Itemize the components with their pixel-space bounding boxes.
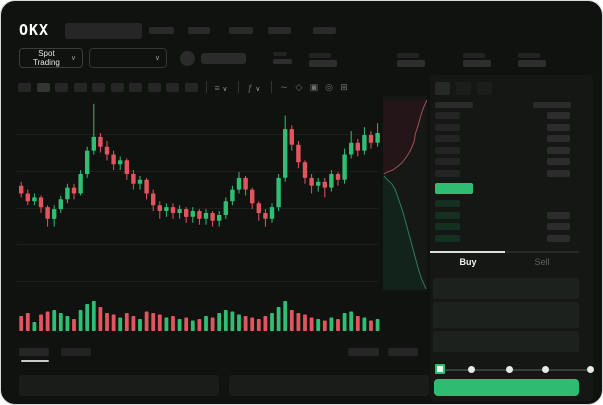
- market-type-dropdown[interactable]: Spot Trading ∨: [19, 48, 83, 68]
- bid-row-amount[interactable]: [547, 234, 570, 242]
- book-both-icon[interactable]: [435, 82, 450, 95]
- timeframe-button-9[interactable]: [166, 83, 179, 92]
- fullscreen-icon[interactable]: ⊞: [340, 82, 348, 92]
- bid-row-price[interactable]: [435, 211, 460, 219]
- nav-item-4[interactable]: [268, 27, 291, 34]
- ob-header-price: [435, 102, 473, 108]
- timeframe-button-8[interactable]: [147, 83, 161, 92]
- stat-value-3: [463, 60, 491, 67]
- book-asks-icon[interactable]: [477, 82, 492, 95]
- total-input[interactable]: [433, 331, 579, 352]
- candlestick-chart[interactable]: [15, 96, 381, 336]
- stat-value-4: [518, 60, 546, 67]
- chevron-down-icon: ∨: [70, 54, 76, 62]
- ask-row-amount[interactable]: [547, 135, 570, 143]
- mid-price-bar[interactable]: [435, 183, 473, 194]
- ask-row-price[interactable]: [435, 123, 460, 131]
- nav-item-5[interactable]: [313, 27, 336, 34]
- line-tool-icon[interactable]: ∼: [280, 82, 288, 92]
- timeframe-button-10[interactable]: [184, 83, 198, 92]
- depth-chart[interactable]: [383, 96, 427, 291]
- settings-icon[interactable]: ◎: [325, 82, 333, 92]
- ask-row-price[interactable]: [435, 135, 460, 143]
- search-bar[interactable]: [65, 23, 142, 39]
- stat-label-1: [309, 53, 331, 58]
- coin-icon: [180, 51, 195, 66]
- slider-handle[interactable]: [435, 364, 445, 374]
- bid-row-amount[interactable]: [547, 223, 570, 231]
- bottom-right-tab-2[interactable]: [388, 348, 418, 356]
- indicators-dropdown[interactable]: ƒ ∨: [247, 83, 261, 93]
- nav-item-2[interactable]: [188, 27, 210, 34]
- chevron-down-icon: ∨: [222, 86, 228, 93]
- bid-row-price[interactable]: [435, 223, 460, 231]
- stat-label-4: [518, 53, 540, 58]
- bottom-content-panel-2: [229, 375, 429, 396]
- pair-name-placeholder: [201, 53, 246, 64]
- slider-stop-3[interactable]: [542, 366, 549, 373]
- tab-buy[interactable]: Buy: [459, 257, 477, 267]
- pair-selector-dropdown[interactable]: ∨: [89, 48, 167, 68]
- amount-input[interactable]: [433, 302, 579, 328]
- timeframe-button-1[interactable]: [18, 83, 31, 92]
- price-label-placeholder: [273, 52, 287, 56]
- nav-item-3[interactable]: [229, 27, 253, 34]
- candle-style-dropdown[interactable]: ≡ ∨: [214, 83, 228, 93]
- ask-row-price[interactable]: [435, 158, 460, 166]
- stat-value-1: [309, 60, 337, 67]
- ask-row-amount[interactable]: [547, 112, 570, 119]
- ob-header-amount: [533, 102, 571, 108]
- buy-button[interactable]: [434, 379, 579, 396]
- bottom-tab-2[interactable]: [61, 348, 91, 356]
- chevron-down-icon: ∨: [154, 54, 160, 62]
- stat-label-3: [463, 53, 485, 58]
- book-bids-icon[interactable]: [456, 82, 471, 95]
- market-type-label: Spot Trading: [33, 49, 60, 67]
- ask-row-amount[interactable]: [547, 158, 570, 166]
- bid-row-price[interactable]: [435, 200, 460, 207]
- bid-row-price[interactable]: [435, 234, 460, 242]
- snapshot-icon[interactable]: ▣: [309, 82, 319, 92]
- stat-value-2: [397, 60, 425, 67]
- tab-sell[interactable]: Sell: [534, 257, 550, 267]
- timeframe-button-7[interactable]: [129, 83, 142, 92]
- okx-logo[interactable]: OKX: [19, 21, 50, 39]
- price-input[interactable]: [433, 278, 579, 299]
- draw-tool-icon[interactable]: ◇: [295, 82, 303, 92]
- ask-row-price[interactable]: [435, 146, 460, 154]
- ask-row-price[interactable]: [435, 112, 460, 119]
- active-tab-indicator: [430, 251, 505, 253]
- ask-row-amount[interactable]: [547, 146, 570, 154]
- chevron-down-icon: ∨: [255, 86, 261, 93]
- stat-label-2: [397, 53, 419, 58]
- timeframe-button-3[interactable]: [55, 83, 68, 92]
- bottom-right-tab-1[interactable]: [348, 348, 379, 356]
- timeframe-button-6[interactable]: [110, 83, 124, 92]
- bottom-tab-1[interactable]: [19, 348, 49, 356]
- nav-item-1[interactable]: [149, 27, 174, 34]
- timeframe-button-5[interactable]: [92, 83, 105, 92]
- slider-stop-4[interactable]: [587, 366, 594, 373]
- slider-stop-1[interactable]: [468, 366, 475, 373]
- slider-stop-2[interactable]: [506, 366, 513, 373]
- active-tab-underline: [21, 360, 49, 362]
- ask-row-amount[interactable]: [547, 170, 570, 177]
- timeframe-button-2[interactable]: [36, 83, 50, 92]
- ask-row-price[interactable]: [435, 170, 460, 177]
- timeframe-button-4[interactable]: [73, 83, 87, 92]
- bottom-content-panel-1: [19, 375, 219, 396]
- bid-row-amount[interactable]: [547, 211, 570, 219]
- price-value-placeholder: [273, 59, 292, 64]
- ask-row-amount[interactable]: [547, 123, 570, 131]
